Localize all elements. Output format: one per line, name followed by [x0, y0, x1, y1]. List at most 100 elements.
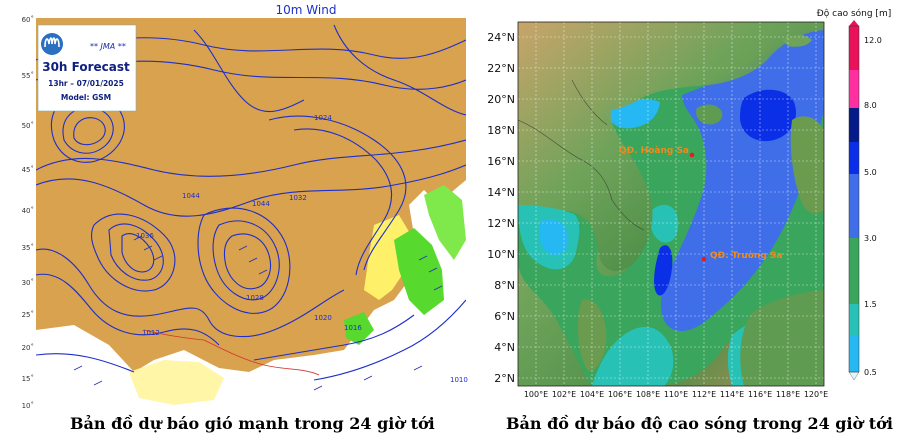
- isobar-label: 1044: [182, 192, 200, 200]
- colorbar-tick: 1.5: [864, 300, 877, 309]
- isobar-label: 1020: [314, 314, 332, 322]
- wave-map-caption: Bản đồ dự báo độ cao sóng trong 24 giờ t…: [506, 414, 893, 433]
- lon-label: 114°E: [720, 390, 744, 399]
- colorbar-top-arrow: [849, 20, 859, 26]
- wave-height-map: QĐ. Hoàng Sa QĐ. Trường Sa 24°N 22°N 20°…: [482, 0, 902, 412]
- lat-label: 10˚: [22, 402, 34, 410]
- lat-label: 2°N: [494, 372, 515, 385]
- lat-label: 55˚: [22, 72, 34, 80]
- lat-label: 16°N: [487, 155, 515, 168]
- strong-wind-zone-north: [424, 185, 466, 260]
- isobar-label: 1036: [136, 232, 154, 240]
- lat-label: 30˚: [22, 279, 34, 287]
- colorbar-segment: [849, 336, 859, 372]
- lon-label: 106°E: [608, 390, 632, 399]
- colorbar-segment: [849, 238, 859, 304]
- colorbar-bottom-arrow: [848, 371, 860, 381]
- agency-label: ** JMA **: [90, 42, 126, 51]
- forecast-model: Model: GSM: [61, 93, 111, 102]
- colorbar-tick: 5.0: [864, 168, 877, 177]
- map-frame: [517, 21, 825, 387]
- latitude-labels: 60˚ 55˚ 50˚ 45˚ 40˚ 35˚ 30˚ 25˚ 20˚ 15˚ …: [22, 16, 34, 410]
- wind-forecast-map: 1044 1044 1036 1032 1028 1024 1020 1016 …: [14, 0, 470, 412]
- lat-label: 45˚: [22, 166, 34, 174]
- lat-label: 6°N: [494, 310, 515, 323]
- warning-zone-south: [129, 360, 224, 405]
- wave-map-svg: QĐ. Hoàng Sa QĐ. Trường Sa 24°N 22°N 20°…: [487, 8, 891, 399]
- lon-label: 116°E: [748, 390, 772, 399]
- lat-label: 20˚: [22, 344, 34, 352]
- colorbar-segment: [849, 174, 859, 238]
- spratly-label: QĐ. Trường Sa: [710, 250, 782, 261]
- wave-band-malay-coast: [592, 326, 674, 386]
- colorbar-tick: 12.0: [864, 36, 882, 45]
- lat-label: 12°N: [487, 217, 515, 230]
- wave-band-5-6m: [740, 89, 796, 142]
- colorbar-tick: 0.5: [864, 368, 877, 377]
- lon-label: 102°E: [552, 390, 576, 399]
- lat-label: 14°N: [487, 186, 515, 199]
- borneo-island: [740, 290, 824, 386]
- lat-label: 8°N: [494, 279, 515, 292]
- hainan-island: [696, 104, 723, 125]
- colorbar-ticks: 12.0 8.0 5.0 3.0 1.5 0.5: [864, 36, 882, 377]
- map-title: 10m Wind: [276, 3, 337, 17]
- colorbar-tick: 8.0: [864, 101, 877, 110]
- country-borders: [518, 79, 645, 231]
- lat-label: 40˚: [22, 207, 34, 215]
- wind-map-svg: 1044 1044 1036 1032 1028 1024 1020 1016 …: [22, 3, 468, 410]
- paracel-label: QĐ. Hoàng Sa: [619, 146, 689, 156]
- lat-label: 4°N: [494, 341, 515, 354]
- lon-label: 120°E: [804, 390, 828, 399]
- isobar-label: 1016: [344, 324, 362, 332]
- strong-wind-zone: [394, 228, 444, 315]
- colorbar-segment: [849, 304, 859, 336]
- lat-label: 18°N: [487, 124, 515, 137]
- lat-label: 20°N: [487, 93, 515, 106]
- wind-map-caption: Bản đồ dự báo gió mạnh trong 24 giờ tới: [70, 414, 435, 433]
- lat-label: 35˚: [22, 244, 34, 252]
- spratly-marker-icon: [701, 256, 707, 262]
- wave-height-colorbar: Độ cao sóng [m] 12.0 8.0 5.0 3.0 1.5 0.5: [817, 8, 891, 381]
- lon-label: 118°E: [776, 390, 800, 399]
- lon-label: 104°E: [580, 390, 604, 399]
- graticule: [518, 22, 824, 386]
- strong-wind-zone-south: [344, 312, 374, 345]
- luzon-island: [790, 116, 824, 214]
- forecast-badge: ** JMA ** 30h Forecast 13hr – 07/01/2025…: [37, 24, 137, 112]
- isobar-label: 1010: [450, 376, 468, 384]
- lon-label: 110°E: [664, 390, 688, 399]
- sea-area: [36, 215, 466, 408]
- lat-label: 15˚: [22, 375, 34, 383]
- jma-logo-icon: [41, 33, 63, 55]
- colorbar-segment: [849, 26, 859, 70]
- mainland-indochina: [518, 22, 824, 272]
- colorbar-segment: [849, 70, 859, 108]
- lat-label: 25˚: [22, 311, 34, 319]
- taiwan-island: [782, 34, 812, 47]
- paracel-marker-icon: [689, 152, 695, 158]
- isobar-value-labels: 1044 1044 1036 1032 1028 1024 1020 1016 …: [136, 114, 468, 384]
- lon-label: 100°E: [524, 390, 548, 399]
- forecast-hours: 30h Forecast: [42, 60, 130, 74]
- right-longitude-labels: 100°E 102°E 104°E 106°E 108°E 110°E 112°…: [524, 390, 828, 399]
- isobar-label: 1012: [142, 329, 160, 337]
- forecast-valid-time: 13hr – 07/01/2025: [48, 79, 124, 88]
- lat-label: 22°N: [487, 62, 515, 75]
- isobar-label: 1032: [289, 194, 307, 202]
- lon-label: 112°E: [692, 390, 716, 399]
- right-latitude-labels: 24°N 22°N 20°N 18°N 16°N 14°N 12°N 10°N …: [487, 31, 515, 385]
- wind-barbs: [73, 235, 443, 391]
- lat-label: 50˚: [22, 122, 34, 130]
- isobar-label: 1044: [252, 200, 270, 208]
- isobar-label: 1024: [314, 114, 332, 122]
- lat-label: 60˚: [22, 16, 34, 24]
- colorbar-segment: [849, 108, 859, 142]
- wave-band-5-6m-south: [654, 245, 673, 296]
- lon-label: 108°E: [636, 390, 660, 399]
- isobar-label: 1028: [246, 294, 264, 302]
- colorbar-segment: [849, 142, 859, 174]
- border-lines: [143, 329, 320, 376]
- wave-band-under-0-5m-gulf: [539, 218, 569, 256]
- island-markers: QĐ. Hoàng Sa QĐ. Trường Sa: [619, 146, 782, 262]
